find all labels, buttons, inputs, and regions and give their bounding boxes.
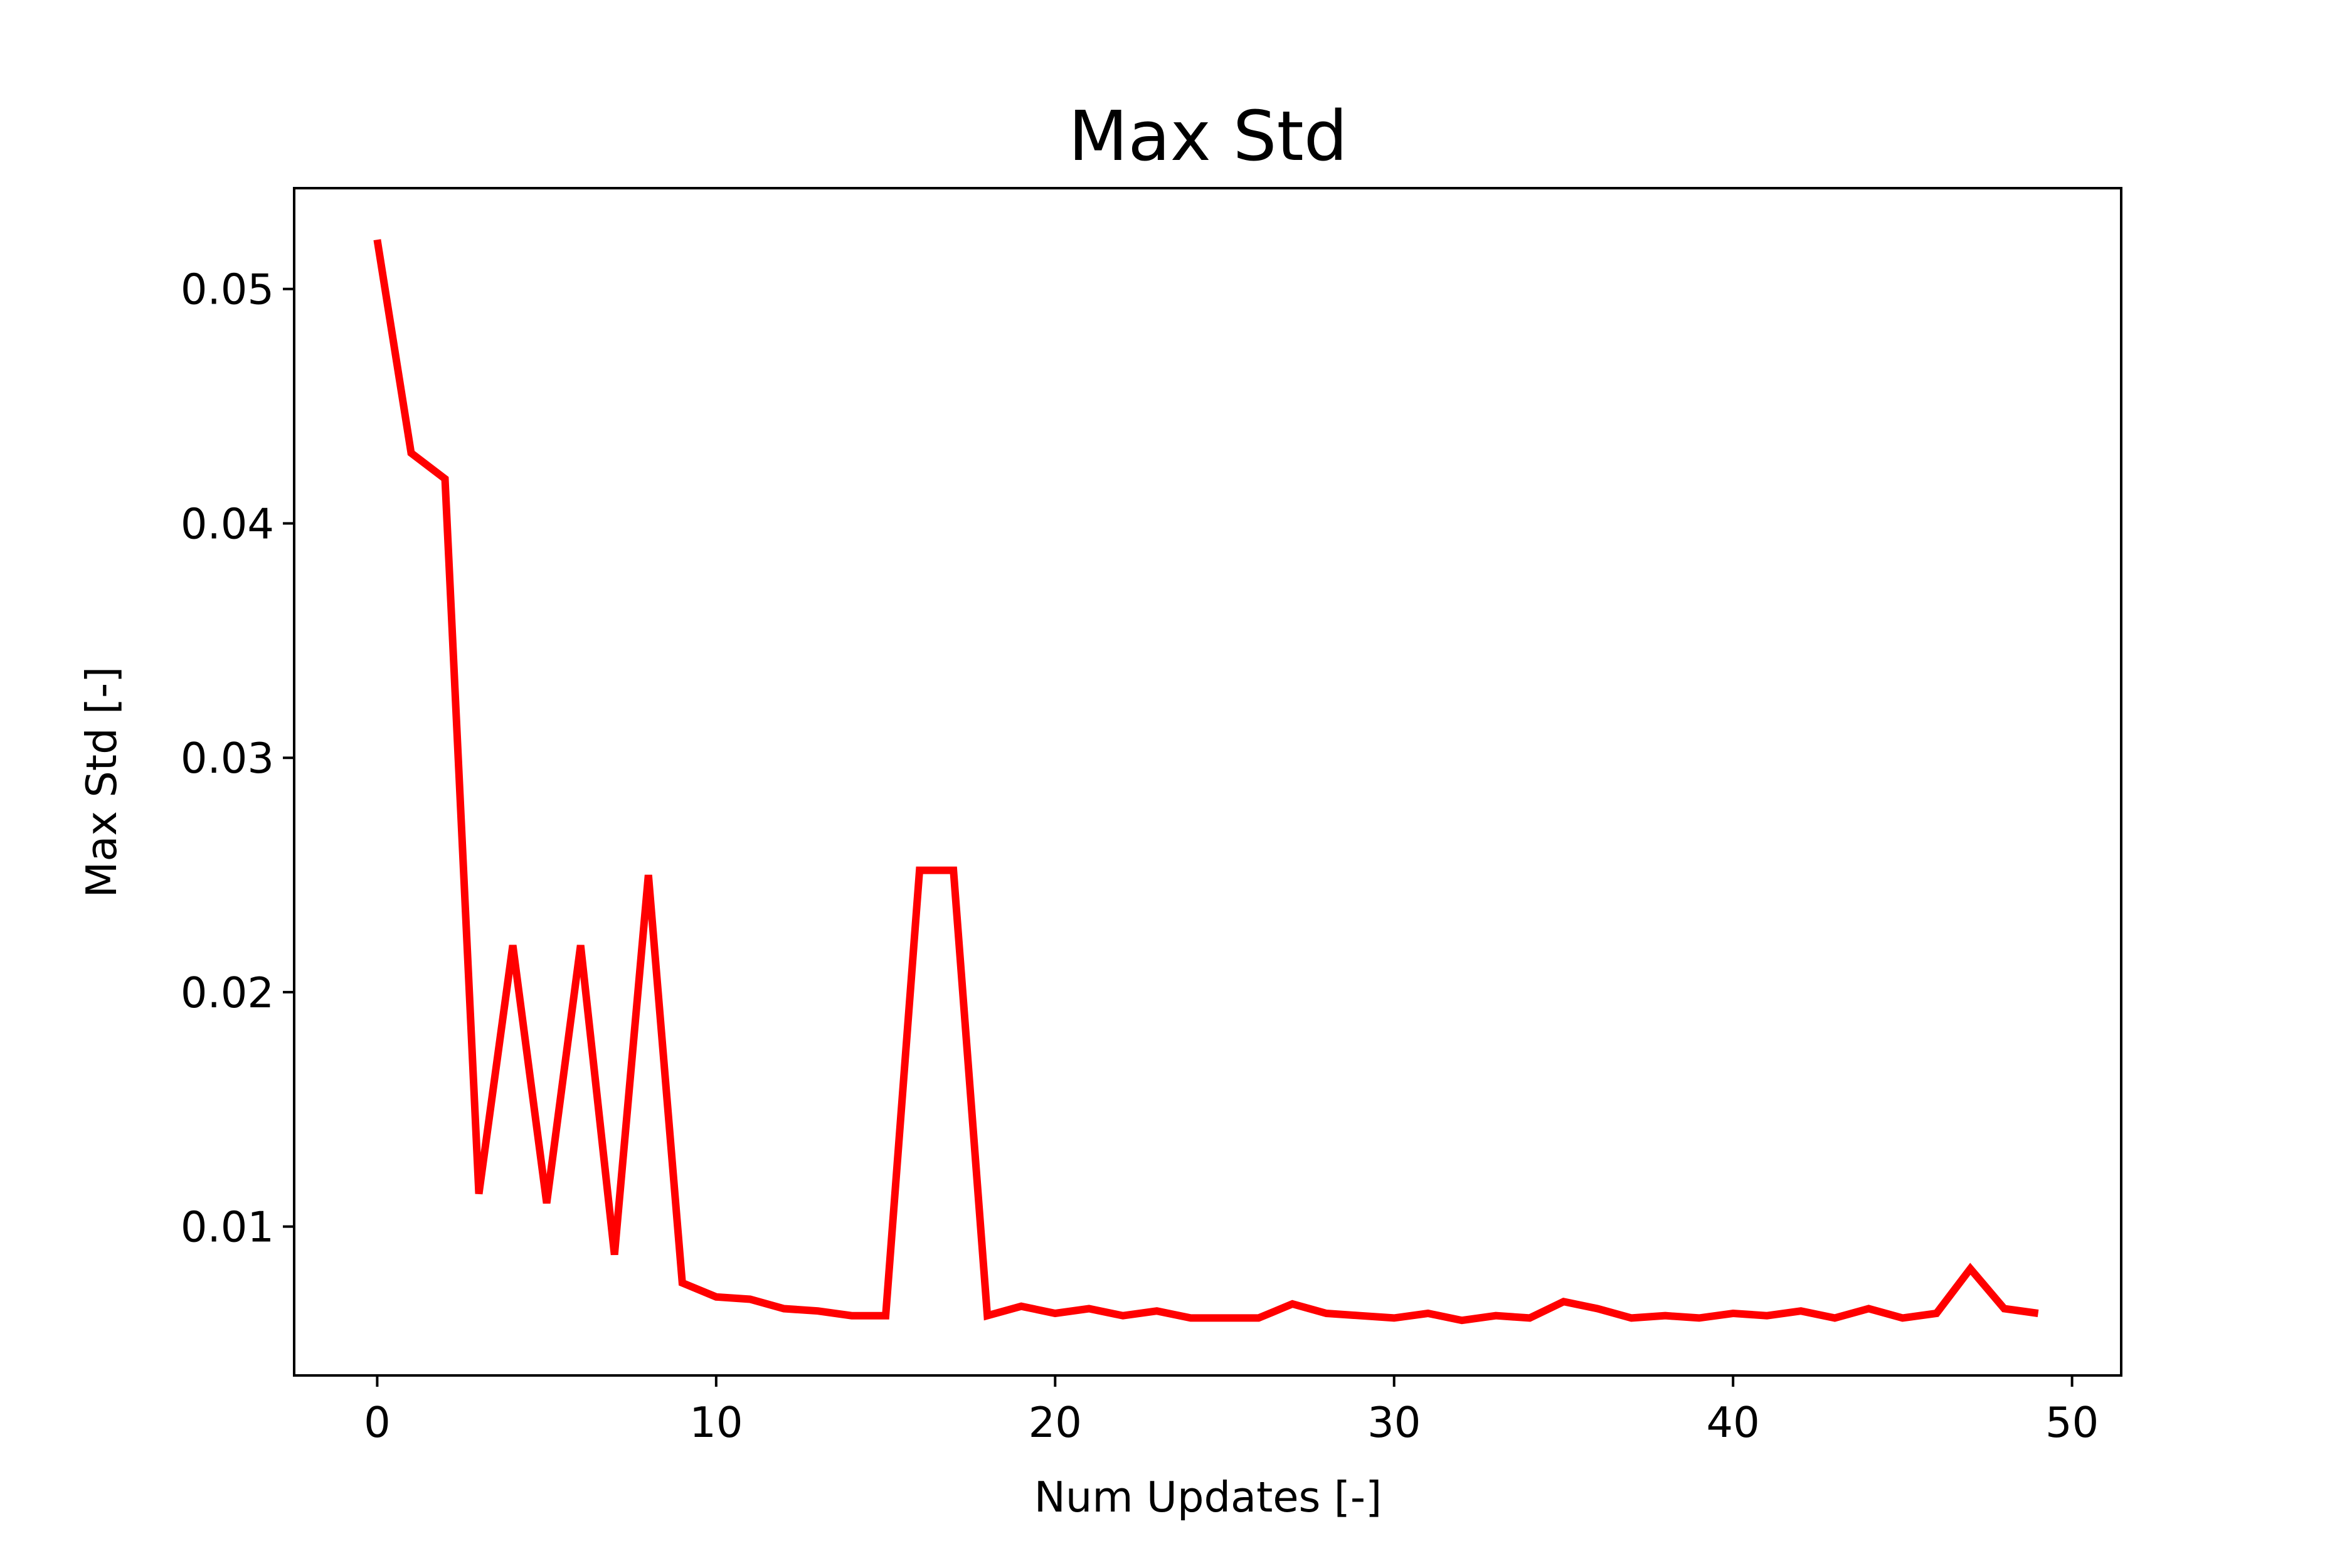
x-tick-label: 20 — [1029, 1398, 1082, 1447]
x-axis: 0 10 20 30 40 50 — [364, 1375, 2099, 1447]
x-tick-label: 0 — [364, 1398, 391, 1447]
x-tick-label: 50 — [2045, 1398, 2099, 1447]
y-tick-label: 0.01 — [181, 1203, 274, 1252]
y-axis-label: Max Std [-] — [77, 667, 126, 898]
y-tick-label: 0.03 — [181, 734, 274, 783]
series-line-0 — [373, 239, 2039, 1325]
x-tick-label: 10 — [689, 1398, 743, 1447]
x-tick-label: 40 — [1707, 1398, 1760, 1447]
plot-area — [373, 239, 2039, 1325]
axes-frame — [293, 187, 2122, 1377]
chart-title: Max Std — [1068, 96, 1347, 176]
x-axis-label: Num Updates [-] — [1034, 1473, 1382, 1522]
y-tick-label: 0.02 — [181, 968, 274, 1017]
x-tick-label: 30 — [1367, 1398, 1421, 1447]
y-tick-label: 0.04 — [181, 499, 274, 548]
y-axis: 0.01 0.02 0.03 0.04 0.05 — [181, 265, 294, 1252]
y-tick-label: 0.05 — [181, 265, 274, 314]
